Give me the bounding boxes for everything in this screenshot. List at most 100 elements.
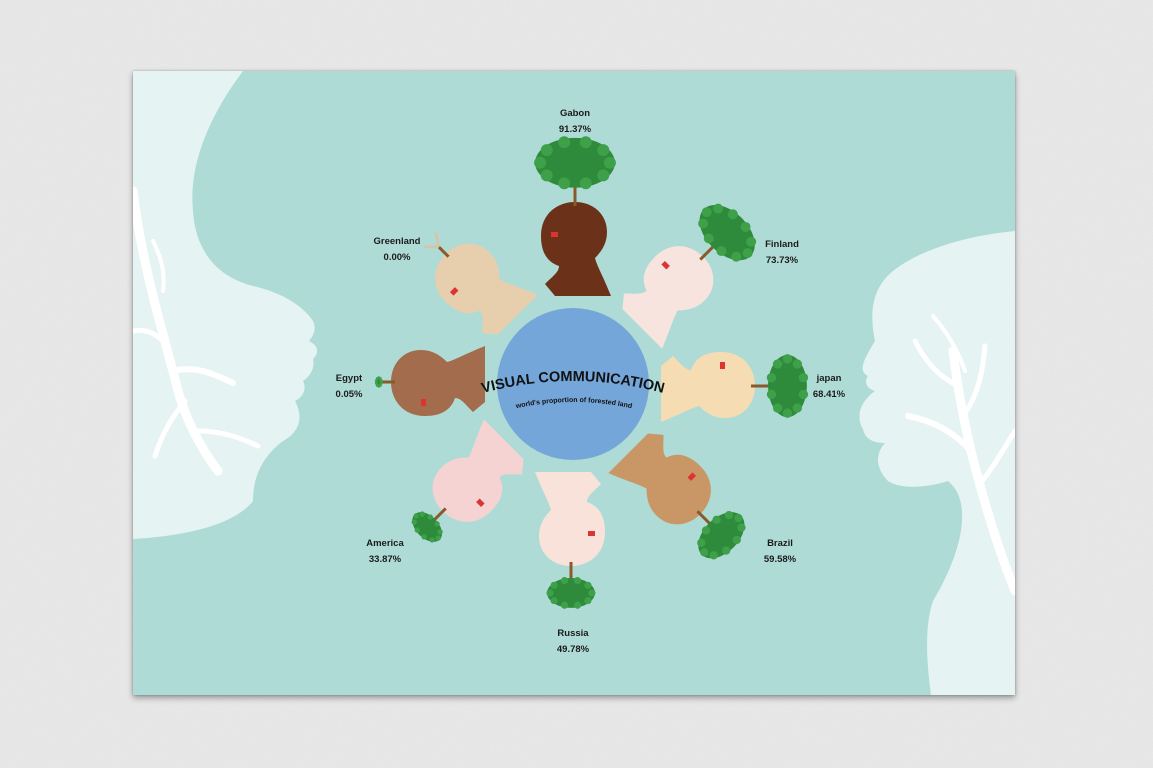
flag-icon — [687, 472, 697, 481]
country-value: 33.87% — [368, 554, 402, 565]
leaf-cluster — [742, 248, 753, 259]
left-face-silhouette — [133, 71, 318, 539]
leaf-cluster — [722, 546, 731, 555]
leaf-cluster — [379, 379, 383, 383]
leaf-cluster — [737, 523, 746, 532]
label-gabon: Gabon 91.37% — [515, 106, 635, 138]
leaf-cluster — [700, 548, 709, 557]
country-value: 0.05% — [335, 389, 363, 400]
tree-canopy — [768, 354, 807, 418]
leaf-cluster — [414, 527, 420, 533]
country-name: Gabon — [559, 108, 591, 119]
poster: VISUAL COMMUNICATION world's proportion … — [133, 71, 1015, 695]
right-face-silhouette — [859, 231, 1015, 695]
leaf-cluster — [429, 537, 435, 543]
leaf-cluster — [540, 169, 553, 182]
leaf-cluster — [766, 389, 777, 400]
label-america: America 33.87% — [325, 536, 445, 568]
leaf-cluster — [421, 534, 427, 540]
tree-canopy — [699, 205, 755, 261]
country-name: America — [366, 538, 404, 549]
leaf-cluster — [798, 372, 809, 383]
label-brazil: Brazil 59.58% — [720, 536, 840, 568]
poster-artwork: VISUAL COMMUNICATION world's proportion … — [133, 71, 1015, 695]
head-shape — [535, 472, 605, 566]
country-name: Finland — [765, 239, 799, 250]
leaf-cluster — [732, 535, 741, 545]
leaf-cluster — [716, 246, 727, 257]
head-shape — [435, 243, 538, 335]
leaf-cluster — [740, 221, 751, 232]
leaf-cluster — [374, 381, 378, 385]
leaf-cluster — [701, 207, 712, 218]
label-japan: japan 68.41% — [769, 371, 889, 403]
country-value: 91.37% — [558, 124, 592, 135]
flag-icon — [476, 498, 485, 508]
head-greenland — [424, 232, 538, 335]
leaf-cluster — [698, 218, 709, 229]
tree-canopy — [698, 512, 745, 559]
head-brazil — [608, 433, 746, 560]
leaf-cluster — [573, 577, 582, 585]
leaf-cluster — [792, 403, 803, 413]
leaf-cluster — [597, 169, 610, 182]
leaf-cluster — [558, 136, 571, 149]
head-shape — [661, 352, 755, 422]
leaf-cluster — [697, 538, 706, 547]
leaf-cluster — [766, 372, 777, 383]
head-finland — [622, 203, 757, 349]
leaf-cluster — [437, 529, 443, 535]
head-shape — [391, 346, 485, 416]
left-branches — [133, 186, 261, 476]
leaf-cluster — [703, 233, 714, 244]
leaf-cluster — [772, 403, 783, 413]
leaf-cluster — [584, 596, 592, 605]
leaf-cluster — [411, 519, 417, 525]
country-name: Brazil — [767, 538, 793, 549]
leaf-cluster — [546, 589, 554, 597]
globe — [497, 308, 649, 460]
leaf-cluster — [427, 514, 433, 520]
leaf-cluster — [734, 513, 743, 523]
flag-icon — [551, 232, 558, 237]
leaf-cluster — [419, 511, 425, 517]
flag-icon — [421, 399, 426, 406]
leaf-cluster — [534, 156, 547, 169]
country-heads — [374, 136, 809, 609]
leaf-cluster — [588, 589, 596, 597]
head-shape — [432, 419, 524, 522]
flag-icon — [449, 287, 459, 296]
tree-canopy — [547, 577, 595, 608]
country-value: 68.41% — [812, 389, 846, 400]
leaf-cluster — [724, 510, 734, 520]
leaf-cluster — [798, 389, 809, 400]
flag-icon — [588, 531, 595, 536]
tree-trunk — [431, 507, 447, 523]
head-shape — [622, 246, 714, 349]
bare-branches — [424, 232, 440, 249]
leaf-cluster — [560, 577, 569, 585]
leaf-cluster — [584, 581, 592, 589]
flag-icon — [720, 362, 725, 369]
leaf-cluster — [782, 408, 793, 418]
label-finland: Finland 73.73% — [722, 237, 842, 269]
leaf-cluster — [560, 601, 569, 609]
leaf-cluster — [573, 601, 582, 609]
country-value: 0.00% — [383, 252, 411, 263]
label-greenland: Greenland 0.00% — [337, 234, 457, 266]
country-value: 73.73% — [765, 255, 799, 266]
head-egypt — [374, 346, 485, 416]
leaf-cluster — [375, 377, 379, 381]
leaf-cluster — [597, 144, 610, 157]
leaf-cluster — [579, 177, 592, 190]
right-branches — [905, 314, 1015, 596]
leaf-cluster — [413, 513, 419, 519]
country-name: Egypt — [335, 373, 363, 384]
leaf-cluster — [792, 359, 803, 369]
leaf-cluster — [540, 144, 553, 157]
leaf-cluster — [713, 203, 724, 214]
country-name: Russia — [557, 628, 589, 639]
tree-canopy — [535, 137, 615, 188]
leaf-cluster — [579, 136, 592, 149]
